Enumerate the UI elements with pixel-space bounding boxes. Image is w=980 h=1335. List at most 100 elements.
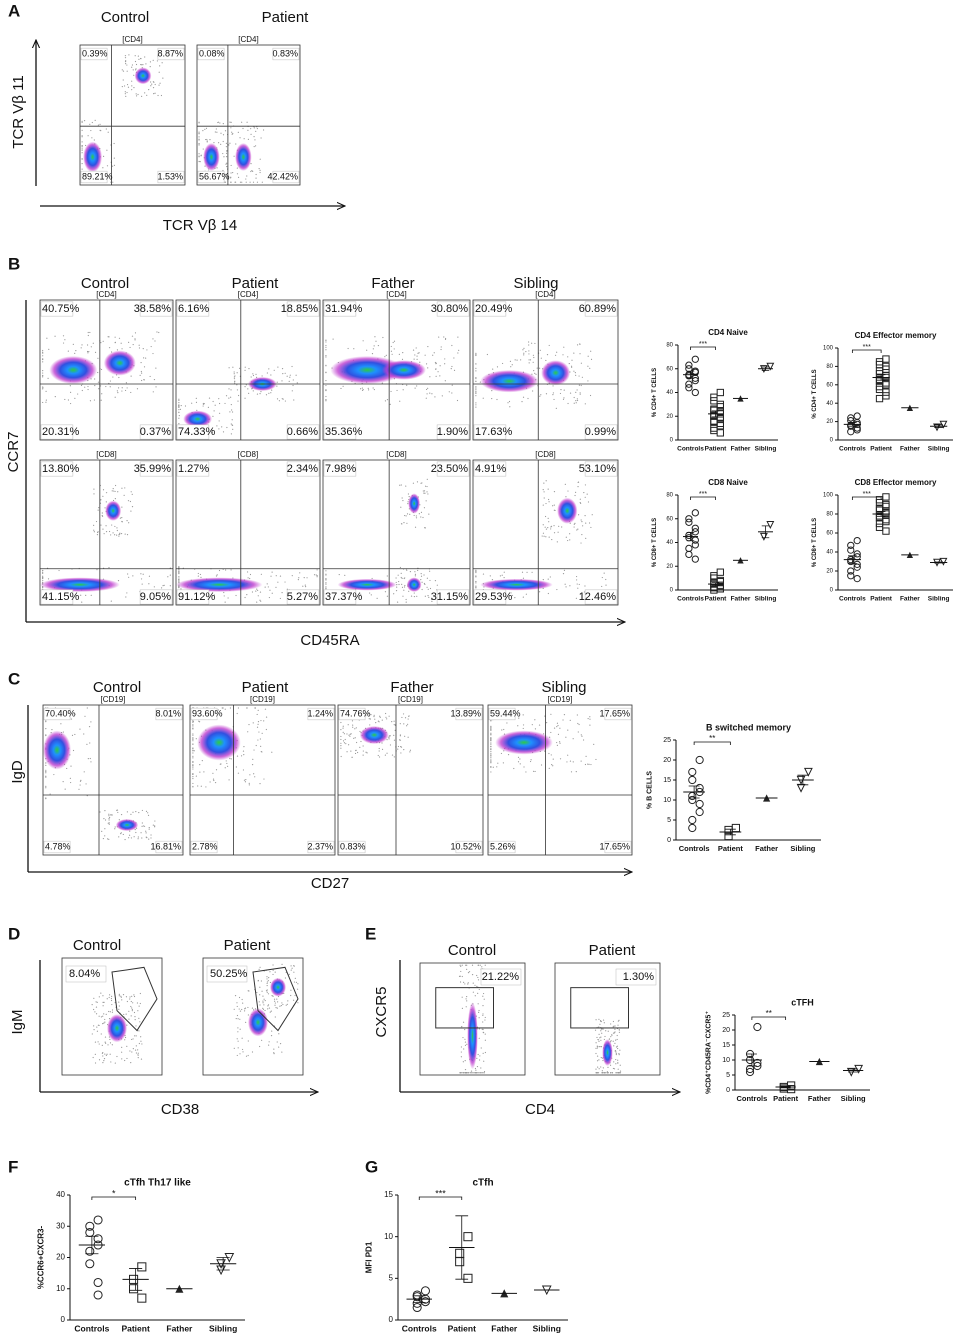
event-dot: [224, 181, 227, 183]
event-dot: [260, 980, 262, 982]
event-dot: [543, 497, 545, 499]
event-dot: [391, 721, 393, 723]
event-dot: [423, 574, 425, 576]
event-dot: [388, 715, 390, 717]
event-dot: [123, 85, 126, 87]
event-dot: [142, 348, 144, 350]
event-dot: [156, 331, 158, 333]
event-dot: [156, 60, 159, 62]
event-dot: [152, 81, 154, 83]
event-dot: [192, 757, 194, 759]
event-dot: [104, 1036, 107, 1038]
event-dot: [413, 358, 415, 360]
quadrant-box: [436, 461, 470, 477]
event-dot: [426, 586, 428, 588]
data-point: [882, 493, 890, 501]
event-dot: [144, 56, 146, 58]
event-dot: [107, 838, 109, 840]
event-dot: [427, 345, 429, 348]
event-dot: [236, 173, 239, 175]
event-dot: [201, 760, 203, 762]
event-dot: [89, 331, 91, 334]
event-dot: [281, 1002, 283, 1004]
event-dot: [460, 970, 462, 973]
data-point: [882, 517, 890, 526]
event-dot: [102, 1062, 104, 1064]
error-bar: [746, 1053, 757, 1067]
quadrant-percent: 89.21%: [82, 171, 113, 181]
event-dot: [93, 493, 95, 495]
event-dot: [253, 749, 255, 751]
event-dot: [78, 788, 80, 790]
event-dot: [178, 417, 180, 419]
event-dot: [325, 389, 327, 391]
event-dot: [265, 716, 268, 718]
event-dot: [403, 723, 405, 725]
event-dot: [262, 1000, 264, 1002]
event-dot: [90, 761, 92, 763]
x-tick-label: Patient: [705, 596, 728, 603]
x-tick-label: Sibling: [755, 446, 777, 453]
data-point: [716, 419, 724, 428]
y-axis-label: CCR7: [5, 432, 22, 473]
event-dot: [143, 379, 145, 381]
event-dot: [239, 181, 242, 183]
event-dot: [58, 569, 60, 572]
event-dot: [118, 376, 120, 379]
event-dot: [245, 1055, 248, 1057]
event-dot: [492, 368, 494, 370]
density-blob: [495, 730, 553, 755]
event-dot: [225, 146, 228, 148]
event-dot: [64, 339, 66, 341]
event-dot: [461, 996, 463, 998]
event-dot: [519, 758, 521, 760]
event-dot: [475, 404, 477, 406]
event-dot: [124, 1059, 126, 1062]
event-dot: [384, 356, 386, 358]
event-dot: [86, 350, 89, 353]
event-dot: [227, 597, 229, 599]
event-dot: [595, 1052, 597, 1055]
event-dot: [223, 591, 225, 594]
event-dot: [192, 764, 194, 766]
event-dot: [125, 60, 127, 62]
data-point: [847, 572, 855, 580]
event-dot: [393, 348, 395, 350]
event-dot: [230, 121, 232, 123]
event-dot: [230, 396, 232, 398]
event-dot: [459, 964, 461, 966]
event-dot: [111, 1009, 114, 1011]
event-dot: [482, 1013, 484, 1015]
event-dot: [236, 1014, 239, 1017]
event-dot: [152, 352, 154, 355]
event-dot: [325, 344, 327, 347]
event-dot: [291, 967, 293, 969]
event-dot: [226, 765, 229, 767]
error-bar: [848, 1068, 859, 1073]
event-dot: [475, 387, 477, 389]
event-dot: [270, 1035, 273, 1037]
data-point: [685, 550, 693, 559]
data-point: [847, 428, 855, 436]
event-dot: [556, 726, 558, 728]
event-dot: [484, 1033, 486, 1035]
event-dot: [130, 1062, 132, 1064]
event-dot: [86, 743, 88, 745]
event-dot: [548, 521, 550, 523]
event-dot: [161, 62, 163, 64]
event-dot: [392, 341, 394, 344]
event-dot: [192, 761, 194, 763]
y-tick-label: 0: [667, 837, 671, 844]
data-point: [853, 560, 861, 568]
event-dot: [98, 1015, 100, 1017]
event-dot: [99, 811, 101, 813]
event-dot: [139, 1021, 141, 1023]
event-dot: [595, 1019, 597, 1021]
event-dot: [284, 400, 286, 402]
significance-bracket: [418, 1196, 463, 1200]
event-dot: [545, 393, 548, 395]
event-dot: [137, 93, 139, 96]
quadrant-percent: 29.53%: [475, 591, 513, 603]
event-dot: [462, 1036, 464, 1039]
event-dot: [113, 490, 115, 492]
